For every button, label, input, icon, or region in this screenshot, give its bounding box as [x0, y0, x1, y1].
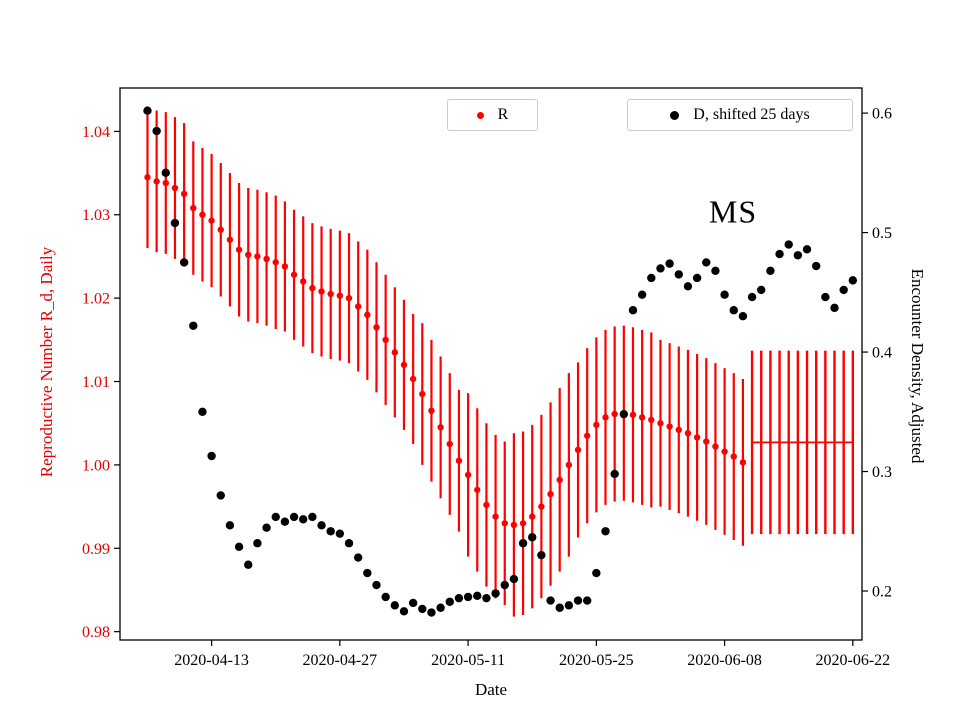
svg-text:0.2: 0.2 [872, 584, 892, 601]
legend-r: R [447, 99, 538, 131]
svg-text:2020-06-08: 2020-06-08 [687, 652, 762, 669]
right-y-axis-label: Encounter Density, Adjusted [908, 268, 927, 464]
svg-text:2020-06-22: 2020-06-22 [816, 652, 891, 669]
legend-r-label: R [497, 106, 509, 123]
svg-text:1.00: 1.00 [82, 457, 110, 474]
svg-text:2020-04-13: 2020-04-13 [174, 652, 249, 669]
svg-text:2020-05-11: 2020-05-11 [431, 652, 505, 669]
svg-text:1.02: 1.02 [82, 291, 110, 308]
state-annotation: MS [708, 193, 758, 230]
svg-text:0.98: 0.98 [82, 624, 110, 641]
svg-text:2020-04-27: 2020-04-27 [303, 652, 378, 669]
left-y-axis-label: Reproductive Number R_d, Daily [37, 246, 56, 478]
svg-text:0.3: 0.3 [872, 464, 892, 481]
legend-d-label: D, shifted 25 days [693, 106, 810, 123]
svg-text:0.6: 0.6 [872, 106, 892, 123]
r-series-marker-icon [476, 111, 484, 119]
x-axis-label: Date [474, 680, 508, 699]
svg-text:1.04: 1.04 [82, 124, 110, 141]
svg-text:0.5: 0.5 [872, 225, 892, 242]
svg-text:1.03: 1.03 [82, 207, 110, 224]
svg-text:2020-05-25: 2020-05-25 [559, 652, 634, 669]
legend-d: D, shifted 25 days [627, 99, 853, 131]
svg-text:0.99: 0.99 [82, 541, 110, 558]
d-series-marker-icon [670, 110, 680, 120]
svg-text:0.4: 0.4 [872, 345, 892, 362]
svg-text:1.01: 1.01 [82, 374, 110, 391]
